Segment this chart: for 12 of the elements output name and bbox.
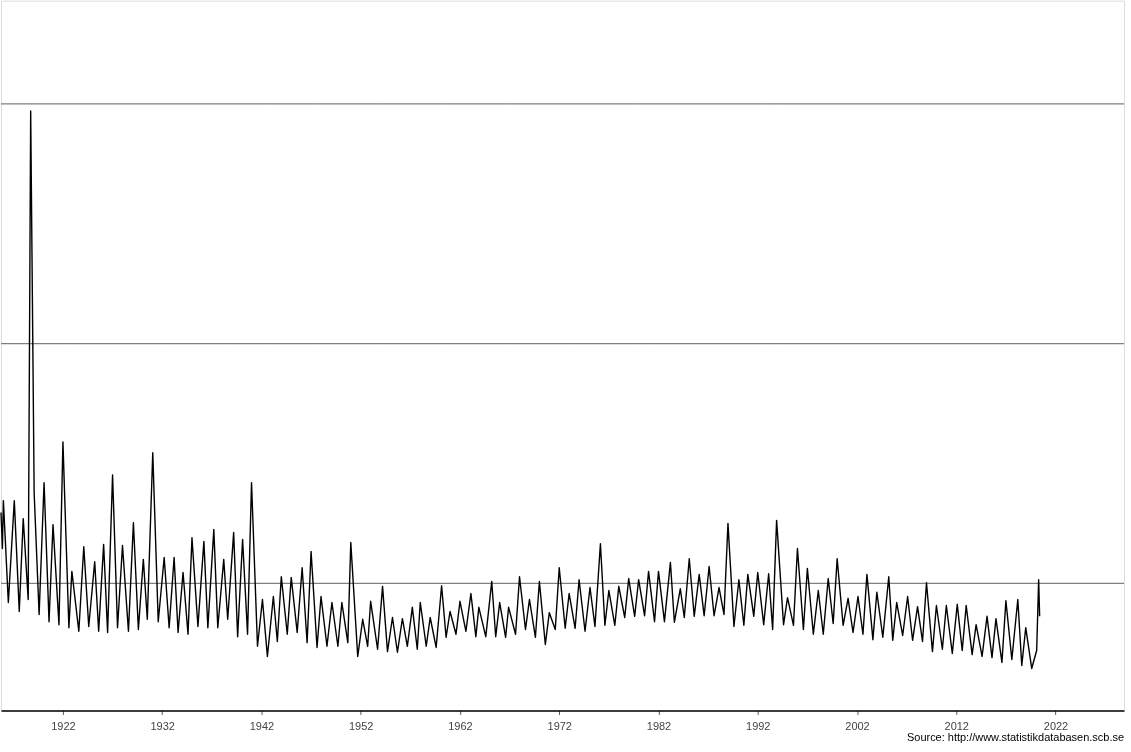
x-tick-label: 1962 [448, 719, 473, 732]
x-tick-label: 1922 [51, 719, 76, 732]
x-tick-label: 1952 [349, 719, 374, 732]
x-tick-label: 2002 [845, 719, 870, 732]
source-note: Source: http://www.statistikdatabasen.scb.se [906, 731, 1125, 744]
x-tick-label: 1942 [249, 719, 275, 732]
x-tick-label: 2022 [1043, 719, 1069, 732]
x-tick-label: 2012 [944, 719, 969, 732]
x-tick-label: 1932 [150, 719, 175, 732]
x-tick-label: 1982 [646, 719, 672, 732]
x-tick-label: 1992 [746, 719, 771, 732]
x-tick-label: 1972 [547, 719, 572, 732]
